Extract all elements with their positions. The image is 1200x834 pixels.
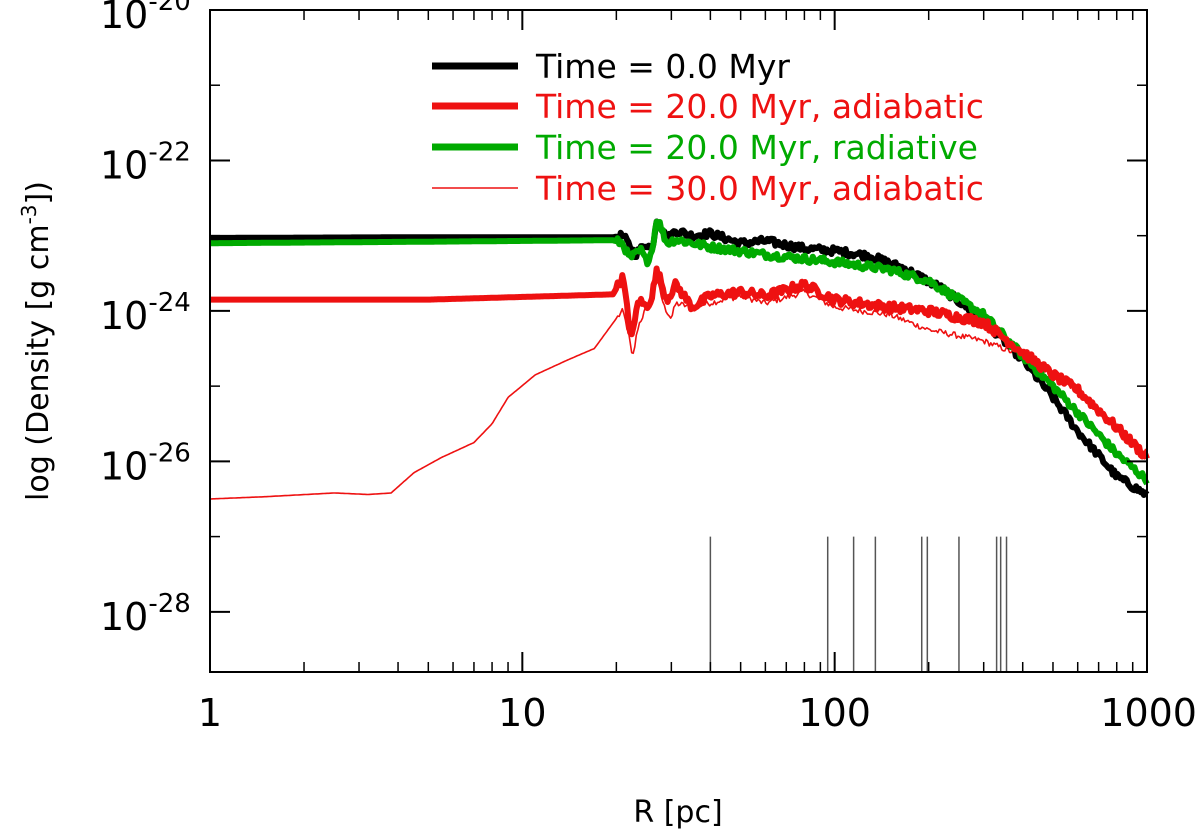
legend: Time = 0.0 Myr Time = 20.0 Myr, adiabati… (432, 47, 984, 208)
x-tick-label: 1000 (1100, 691, 1197, 735)
plot-frame (209, 9, 1148, 673)
y-tick-label: 10-20 (100, 0, 191, 37)
y-axis: 10-28 10-26 10-24 10-22 10-20 (100, 0, 1147, 639)
y-axis-title-suffix: ]) (21, 181, 56, 204)
x-tick-label: 1 (198, 691, 222, 735)
legend-label-1: Time = 20.0 Myr, adiabatic (535, 87, 984, 126)
x-axis: 1 10 100 1000 (198, 10, 1197, 735)
y-axis-title-prefix: log (Density [g cm (21, 224, 56, 501)
plot-lines (208, 218, 1150, 500)
legend-label-3: Time = 30.0 Myr, adiabatic (535, 169, 984, 208)
x-axis-title: R [pc] (633, 795, 722, 830)
y-tick-label: 10-28 (100, 589, 191, 639)
y-axis-title-exponent: -3 (17, 204, 41, 224)
series-line-0 (208, 218, 1150, 498)
legend-label-0: Time = 0.0 Myr (535, 47, 790, 86)
y-tick-label: 10-22 (100, 137, 191, 187)
y-tick-label: 10-24 (100, 288, 191, 338)
y-tick-label: 10-26 (100, 438, 191, 488)
series-line-3 (209, 281, 1148, 500)
x-tick-label: 10 (498, 691, 546, 735)
x-tick-label: 100 (798, 691, 871, 735)
series-line-2 (208, 218, 1150, 486)
y-axis-title: log (Density [g cm-3]) (17, 181, 56, 501)
vertical-markers (709, 536, 1008, 672)
series-line-1 (208, 265, 1150, 460)
legend-label-2: Time = 20.0 Myr, radiative (535, 128, 978, 167)
